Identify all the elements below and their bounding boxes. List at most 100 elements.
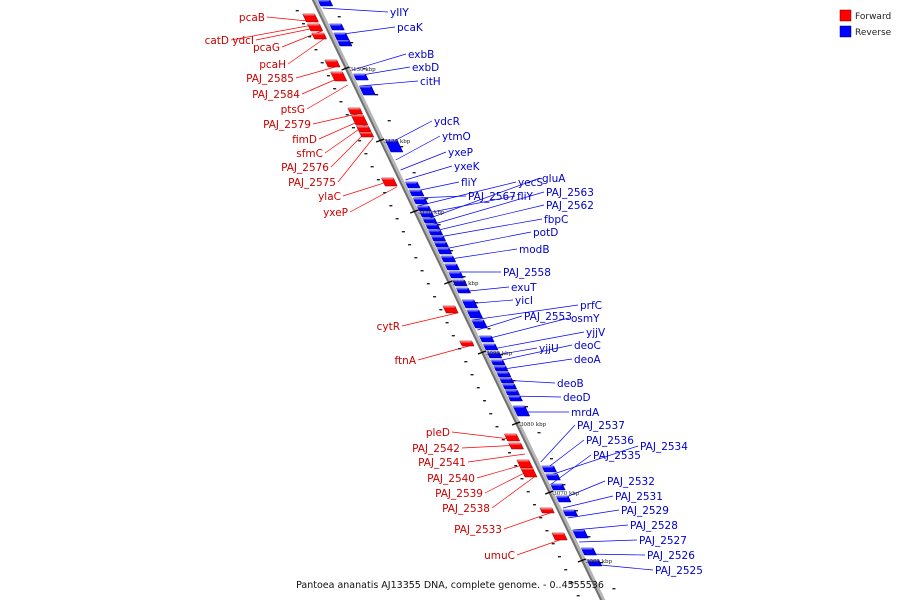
reverse-gene-block[interactable] — [562, 509, 579, 517]
reverse-gene-label[interactable]: PAJ_2528 — [630, 520, 678, 532]
reverse-gene-label[interactable]: PAJ_2532 — [607, 476, 655, 488]
forward-gene-block[interactable] — [358, 131, 375, 138]
reverse-gene-label[interactable]: yecS — [518, 177, 543, 189]
forward-gene-label[interactable]: ylaC — [318, 191, 341, 203]
reverse-gene-label[interactable]: ydcR — [434, 116, 460, 128]
forward-gene-label[interactable]: PAJ_2539 — [435, 488, 483, 500]
reverse-gene-block[interactable] — [478, 335, 495, 343]
reverse-gene-block[interactable] — [501, 383, 518, 390]
reverse-gene-label[interactable]: PAJ_2553 — [524, 311, 572, 323]
reverse-gene-label[interactable]: PAJ_2534 — [640, 441, 688, 453]
reverse-gene-block[interactable] — [504, 389, 521, 396]
reverse-gene-label[interactable]: PAJ_2567 — [468, 191, 516, 203]
reverse-gene-label[interactable]: PAJ_2525 — [655, 565, 703, 577]
reverse-gene-label[interactable]: prfC — [580, 300, 602, 312]
reverse-gene-block[interactable] — [317, 0, 334, 7]
forward-gene-block[interactable] — [307, 23, 324, 32]
forward-gene-label[interactable]: pcaB — [239, 12, 265, 24]
forward-gene-label[interactable]: ptsG — [281, 104, 305, 116]
reverse-gene-block[interactable] — [580, 547, 597, 556]
forward-gene-block[interactable] — [347, 107, 364, 115]
forward-gene-block[interactable] — [330, 71, 348, 82]
forward-gene-label[interactable]: PAJ_2538 — [442, 503, 490, 515]
forward-gene-label[interactable]: PAJ_2575 — [288, 177, 336, 189]
reverse-gene-block[interactable] — [493, 365, 509, 372]
reverse-gene-label[interactable]: deoA — [574, 354, 602, 366]
reverse-gene-label[interactable]: PAJ_2558 — [503, 267, 551, 279]
forward-gene-label[interactable]: sfmC — [296, 148, 323, 160]
forward-gene-label[interactable]: pleD — [426, 427, 450, 439]
reverse-gene-block[interactable] — [512, 405, 531, 417]
reverse-gene-block[interactable] — [499, 377, 515, 384]
forward-gene-block[interactable] — [324, 59, 341, 68]
reverse-gene-block[interactable] — [404, 181, 421, 189]
reverse-gene-label[interactable]: yjjU — [539, 343, 559, 355]
reverse-gene-label[interactable]: deoC — [574, 340, 601, 352]
forward-gene-block[interactable] — [459, 340, 475, 347]
reverse-gene-block[interactable] — [555, 495, 572, 503]
reverse-gene-block[interactable] — [425, 223, 441, 230]
reverse-gene-block[interactable] — [471, 319, 488, 329]
forward-gene-label[interactable]: pcaH — [259, 59, 286, 71]
forward-gene-block[interactable] — [551, 532, 568, 541]
forward-gene-label[interactable]: ftnA — [395, 355, 417, 367]
reverse-gene-block[interactable] — [436, 247, 453, 255]
reverse-gene-label[interactable]: yxeK — [454, 161, 481, 173]
reverse-gene-label[interactable]: citH — [420, 76, 441, 88]
reverse-gene-label[interactable]: PAJ_2529 — [621, 505, 669, 517]
reverse-gene-label[interactable]: deoD — [563, 392, 591, 404]
reverse-gene-label[interactable]: PAJ_2536 — [586, 435, 634, 447]
reverse-gene-label[interactable]: PAJ_2535 — [593, 450, 641, 462]
reverse-gene-block[interactable] — [422, 217, 438, 224]
forward-gene-block[interactable] — [442, 305, 459, 314]
reverse-gene-block[interactable] — [482, 343, 499, 351]
reverse-gene-block[interactable] — [353, 73, 369, 81]
reverse-gene-label[interactable]: deoB — [557, 378, 584, 390]
reverse-gene-block[interactable] — [408, 189, 425, 197]
reverse-gene-block[interactable] — [329, 23, 345, 31]
forward-gene-label[interactable]: PAJ_2540 — [427, 473, 475, 485]
reverse-gene-label[interactable]: yicI — [515, 295, 533, 307]
reverse-gene-block[interactable] — [433, 241, 449, 248]
reverse-gene-label[interactable]: modB — [519, 244, 550, 256]
reverse-gene-block[interactable] — [430, 235, 447, 242]
reverse-gene-block[interactable] — [448, 271, 464, 279]
forward-gene-label[interactable]: fimD — [292, 134, 317, 146]
forward-gene-label[interactable]: pcaG — [253, 42, 280, 54]
reverse-gene-block[interactable] — [466, 309, 484, 319]
reverse-gene-label[interactable]: PAJ_2562 — [546, 200, 594, 212]
reverse-gene-label[interactable]: PAJ_2526 — [647, 550, 695, 562]
forward-gene-block[interactable] — [503, 433, 521, 442]
forward-gene-label[interactable]: PAJ_2542 — [412, 443, 460, 455]
forward-gene-block[interactable] — [311, 32, 328, 40]
reverse-gene-block[interactable] — [384, 139, 404, 153]
reverse-gene-label[interactable]: yxeP — [448, 147, 473, 159]
reverse-gene-label[interactable]: exuT — [511, 282, 537, 294]
forward-gene-label[interactable]: PAJ_2579 — [263, 119, 311, 131]
forward-gene-block[interactable] — [302, 13, 319, 23]
forward-gene-label[interactable]: yxeP — [323, 207, 348, 219]
forward-gene-label[interactable]: PAJ_2533 — [454, 524, 502, 536]
reverse-gene-label[interactable]: PAJ_2537 — [577, 420, 625, 432]
forward-gene-label[interactable]: catD — [205, 35, 229, 47]
reverse-gene-block[interactable] — [507, 395, 523, 402]
reverse-gene-label[interactable]: fbpC — [544, 214, 568, 226]
reverse-gene-label[interactable]: osmY — [571, 313, 600, 325]
reverse-gene-block[interactable] — [412, 197, 429, 205]
reverse-gene-block[interactable] — [545, 473, 561, 481]
reverse-gene-block[interactable] — [427, 229, 444, 236]
reverse-gene-block[interactable] — [451, 279, 468, 287]
reverse-gene-block[interactable] — [586, 559, 603, 567]
forward-gene-block[interactable] — [508, 442, 524, 450]
reverse-gene-block[interactable] — [455, 287, 472, 294]
reverse-gene-block[interactable] — [419, 211, 435, 218]
reverse-gene-block[interactable] — [444, 263, 460, 271]
reverse-gene-label[interactable]: gluA — [542, 173, 566, 185]
reverse-gene-block[interactable] — [496, 371, 512, 378]
forward-gene-block[interactable] — [520, 467, 538, 478]
reverse-gene-label[interactable]: mrdA — [571, 407, 600, 419]
reverse-gene-block[interactable] — [358, 85, 376, 96]
reverse-gene-block[interactable] — [440, 255, 457, 263]
reverse-gene-label[interactable]: yIIY — [390, 7, 409, 19]
reverse-gene-label[interactable]: exbD — [412, 62, 439, 74]
